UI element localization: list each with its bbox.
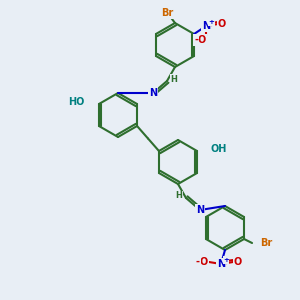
Text: H: H xyxy=(176,191,182,200)
Text: Br: Br xyxy=(260,238,272,248)
Text: -: - xyxy=(194,35,198,45)
Text: N: N xyxy=(202,21,210,31)
Text: OH: OH xyxy=(210,144,226,154)
Text: +: + xyxy=(223,257,229,263)
Text: Br: Br xyxy=(161,8,173,18)
Text: O: O xyxy=(234,257,242,267)
Text: H: H xyxy=(171,74,177,83)
Text: O: O xyxy=(198,35,206,45)
Text: O: O xyxy=(200,257,208,267)
Text: -: - xyxy=(196,257,200,267)
Text: N: N xyxy=(217,259,225,269)
Text: O: O xyxy=(218,19,226,29)
Text: HO: HO xyxy=(69,97,85,107)
Text: N: N xyxy=(196,205,204,215)
Text: +: + xyxy=(208,19,214,25)
Text: N: N xyxy=(149,88,157,98)
